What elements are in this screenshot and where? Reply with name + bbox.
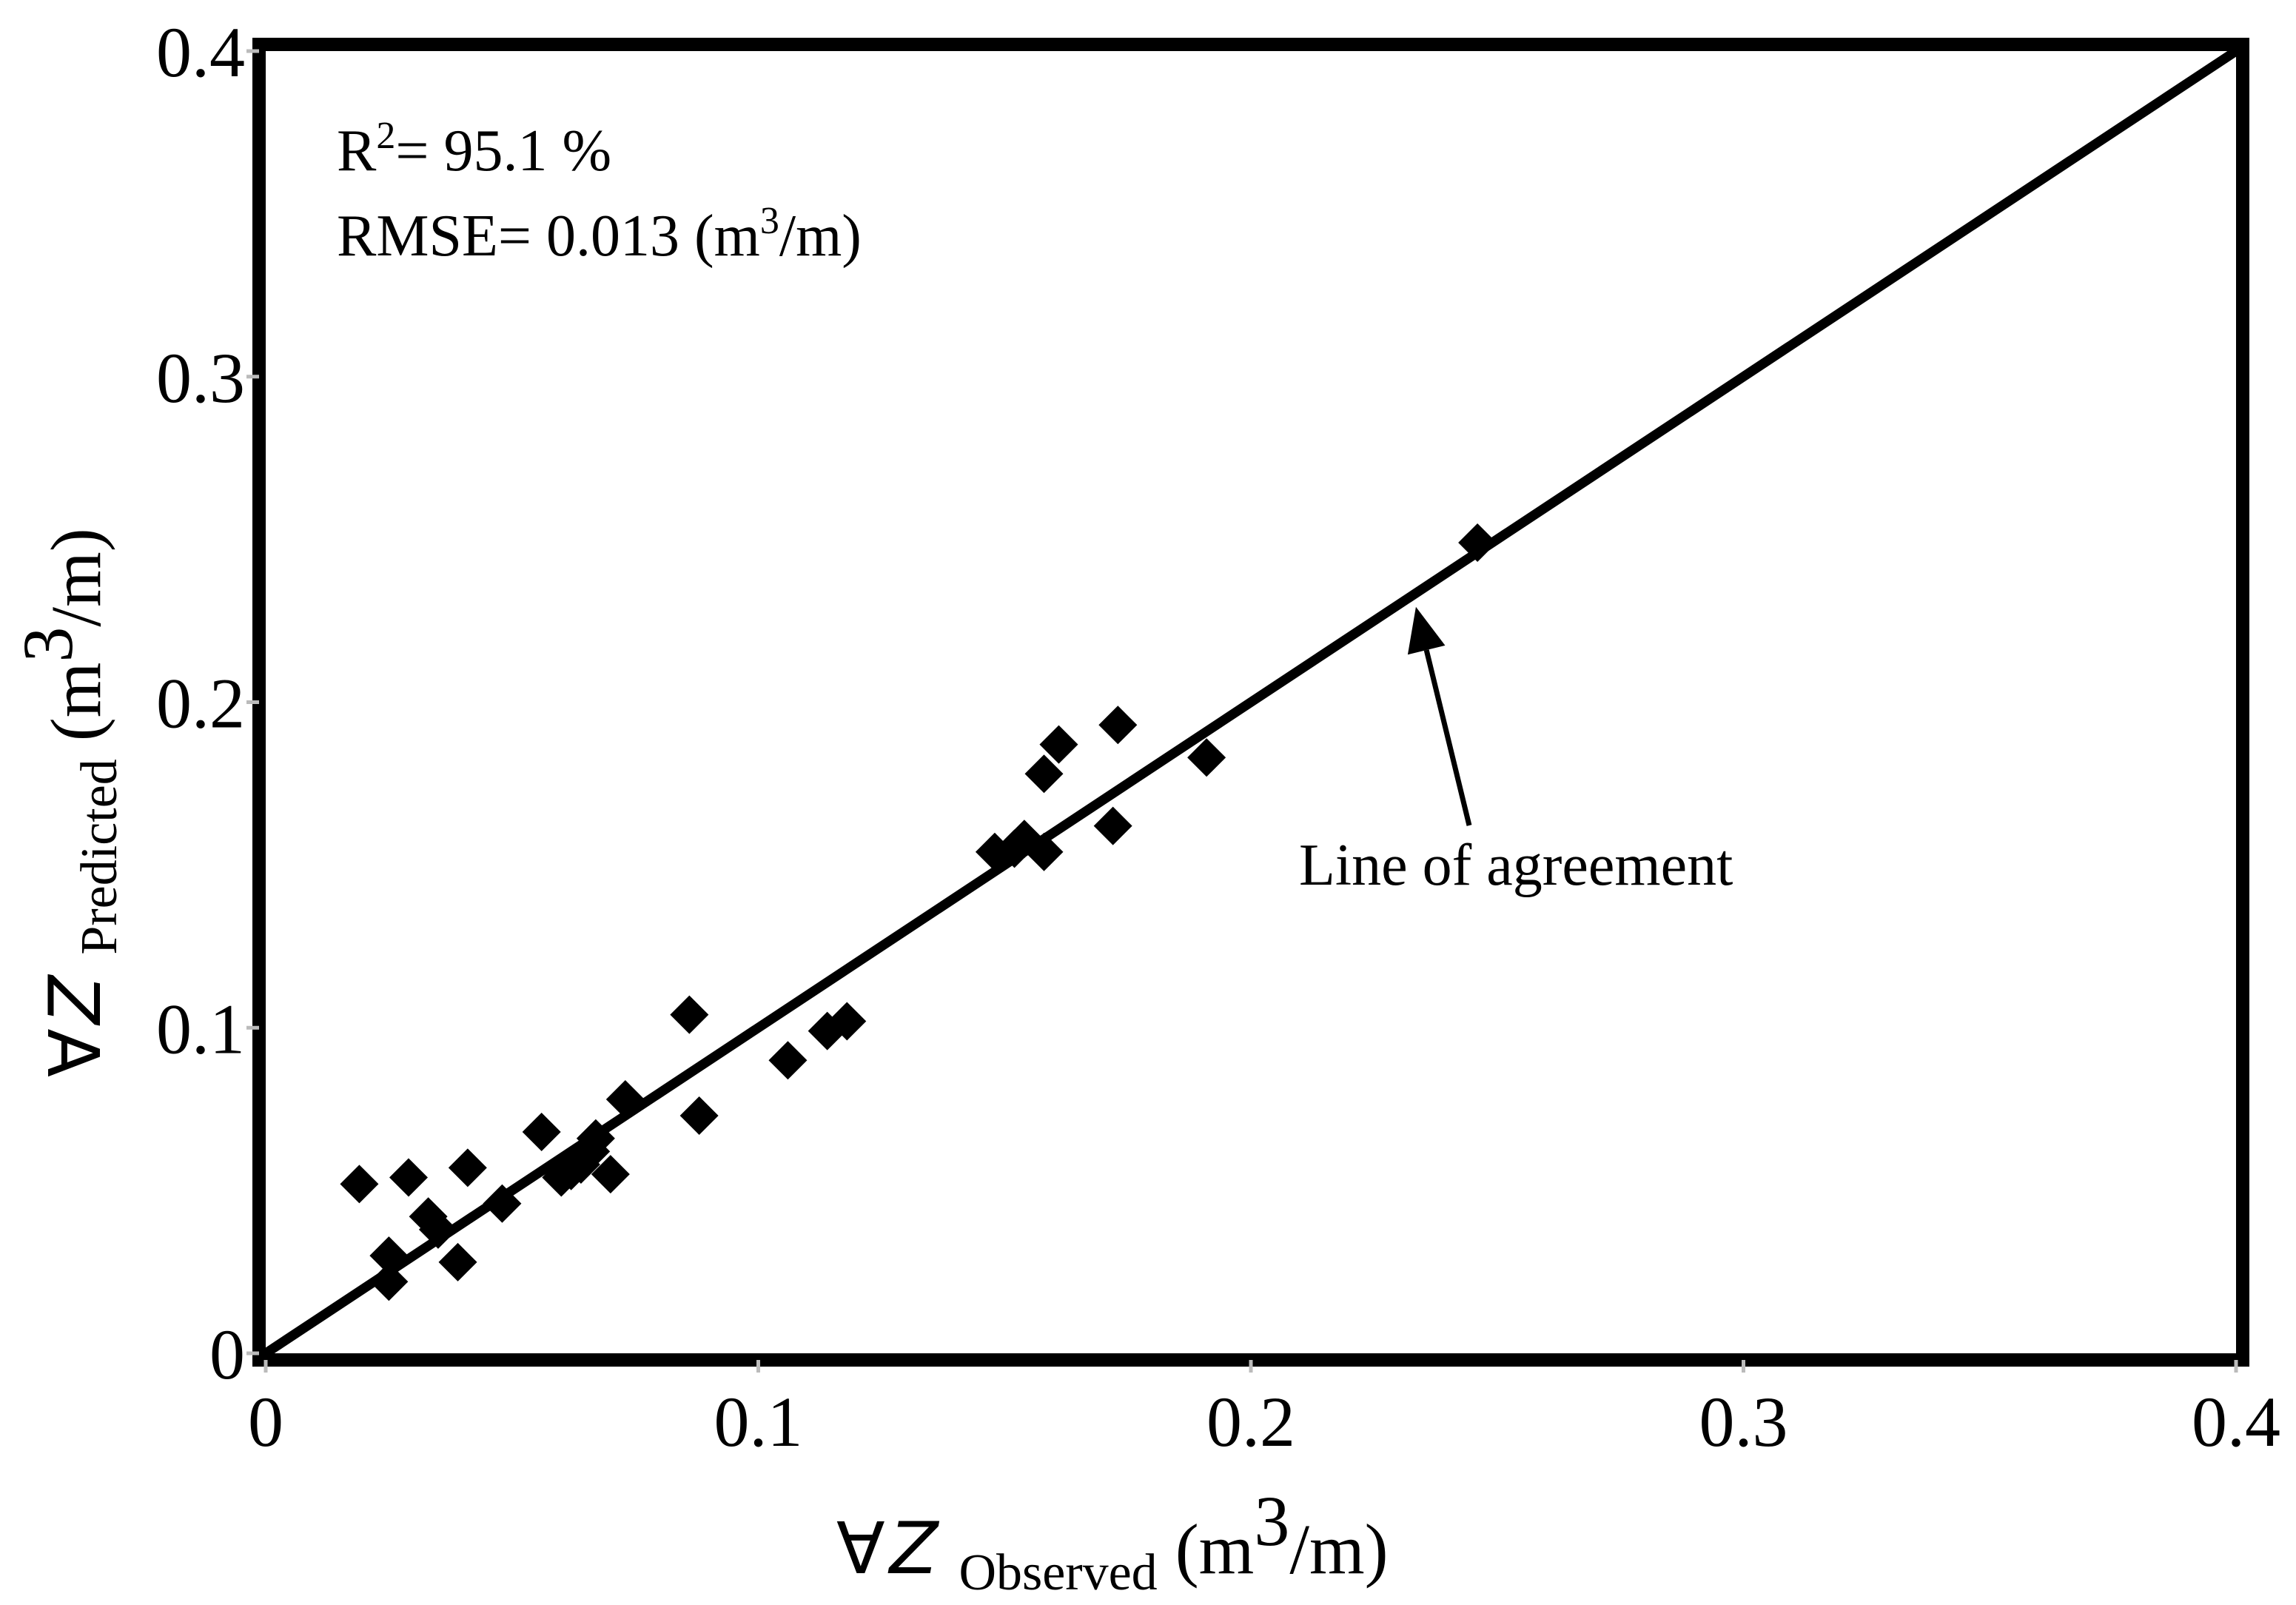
annotation-arrow-shaft: [1423, 649, 1472, 826]
data-point: [1039, 725, 1078, 764]
x-axis-title: ∀Z Observed (m3/m): [836, 1481, 1389, 1601]
data-point: [768, 1041, 808, 1080]
x-tick-label: 0.3: [1699, 1382, 1788, 1461]
data-point: [369, 1236, 409, 1276]
r2-text: R: [337, 118, 377, 184]
y-axis-title: ∀Z Predicted (m3/m): [8, 528, 128, 1077]
x-axis-symbol: ∀: [836, 1507, 885, 1590]
data-point: [340, 1165, 379, 1204]
rmse-unit: /m): [779, 204, 862, 269]
data-point: [670, 995, 709, 1034]
data-point: [591, 1155, 630, 1194]
data-point: [828, 1002, 867, 1041]
x-tick-label: 0.4: [2192, 1382, 2280, 1461]
data-point: [1187, 738, 1226, 777]
data-point: [679, 1096, 719, 1135]
x-axis-ticks: 0 0.1 0.2 0.3 0.4: [248, 1360, 2280, 1461]
rmse-text: RMSE= 0.013 (m: [337, 204, 760, 269]
data-point: [483, 1184, 522, 1223]
data-point: [576, 1119, 615, 1158]
x-axis-unit-tail: /m): [1289, 1509, 1388, 1589]
data-point: [438, 1242, 477, 1281]
y-tick-label: 0.2: [156, 664, 245, 743]
x-axis-unit: (m: [1175, 1509, 1255, 1589]
y-axis-symbol: ∀: [34, 1028, 117, 1077]
y-axis-variable: Z: [34, 974, 117, 1026]
r2-value: = 95.1 %: [395, 118, 611, 184]
x-tick-label: 0.1: [714, 1382, 803, 1461]
y-axis-subscript: Predicted: [71, 759, 128, 954]
rmse-superscript: 3: [760, 200, 779, 242]
data-point: [1098, 706, 1138, 745]
data-points: [340, 523, 1497, 1301]
x-tick-label: 0.2: [1206, 1382, 1295, 1461]
data-point: [1024, 832, 1064, 871]
data-point: [605, 1079, 645, 1119]
annotation-arrow-head: [1407, 606, 1446, 655]
x-axis-subscript: Observed: [959, 1544, 1157, 1601]
x-tick-label: 0: [248, 1382, 283, 1461]
y-tick-label: 0.1: [156, 989, 245, 1068]
data-point: [1024, 754, 1064, 794]
data-point: [1458, 523, 1497, 563]
x-axis-variable: Z: [887, 1507, 940, 1590]
y-axis-unit-tail: /m): [36, 528, 115, 626]
x-axis-unit-superscript: 3: [1254, 1481, 1289, 1561]
y-tick-label: 0.4: [156, 13, 245, 92]
data-point: [389, 1158, 428, 1197]
y-axis-unit-superscript: 3: [8, 627, 87, 663]
data-point: [1093, 806, 1132, 845]
data-point: [448, 1148, 487, 1187]
y-tick-label: 0: [209, 1315, 245, 1394]
data-point: [522, 1112, 561, 1151]
r-squared-annotation: R2= 95.1 %: [337, 115, 611, 184]
y-axis-ticks: 0 0.1 0.2 0.3 0.4: [156, 13, 259, 1394]
data-point: [418, 1210, 457, 1249]
r2-superscript: 2: [376, 115, 395, 157]
y-tick-label: 0.3: [156, 338, 245, 418]
rmse-annotation: RMSE= 0.013 (m3/m): [337, 200, 862, 269]
line-of-agreement-label: Line of agreement: [1299, 833, 1733, 898]
data-point: [369, 1262, 409, 1301]
y-axis-unit: (m: [36, 663, 115, 742]
